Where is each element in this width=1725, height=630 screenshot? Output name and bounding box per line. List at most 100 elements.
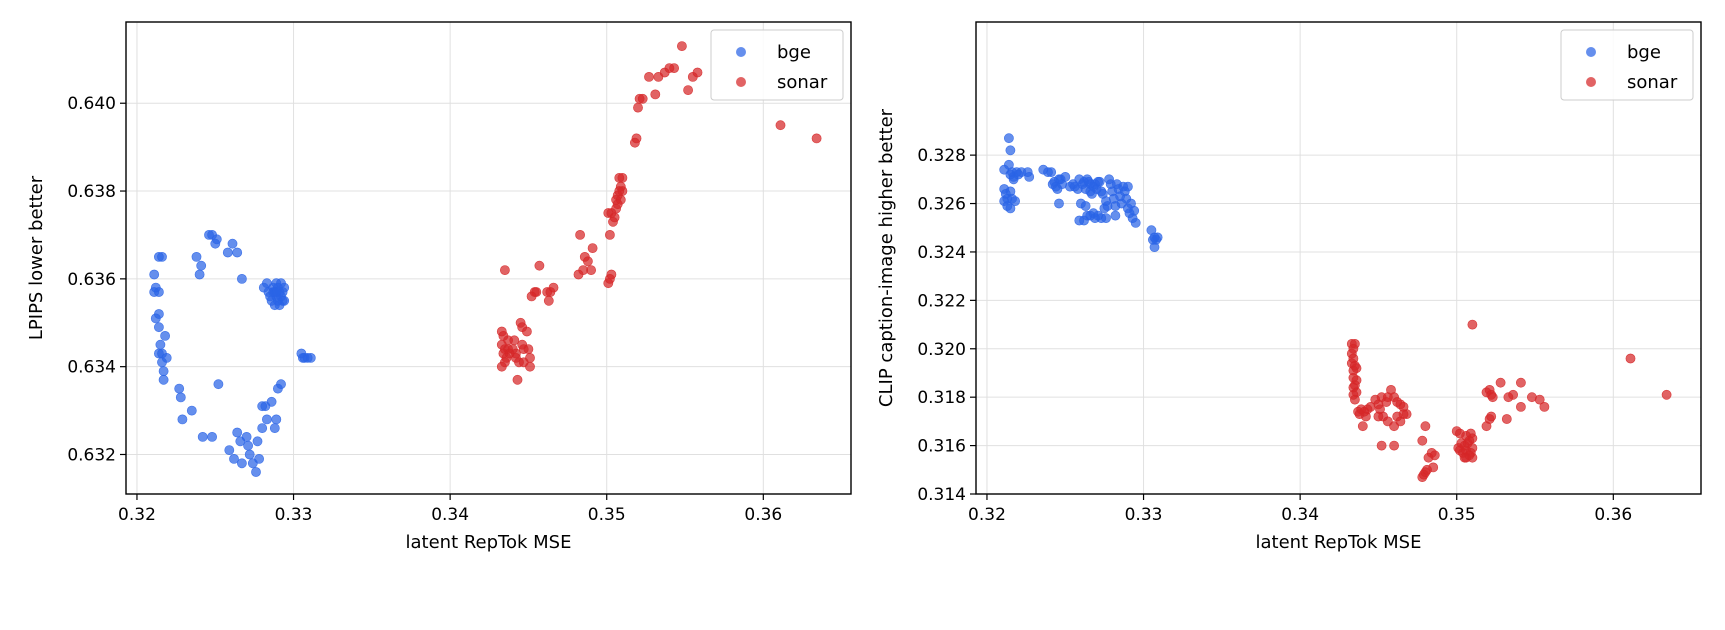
bge-point (213, 379, 224, 390)
bge-point (1024, 171, 1035, 182)
sonar-point (1376, 440, 1387, 451)
bge-point (1149, 242, 1160, 252)
sonar-point (617, 186, 628, 196)
legend-marker-bge (1586, 47, 1596, 57)
y-tick-label: 0.326 (917, 195, 966, 215)
bge-point (232, 427, 243, 438)
sonar-point (669, 63, 679, 73)
sonar-point (1429, 450, 1440, 461)
bge-point (271, 287, 282, 297)
bge-point (196, 260, 207, 271)
bge-point (1094, 176, 1105, 187)
bge-point (271, 414, 282, 425)
sonar-point (677, 41, 687, 51)
bge-point (279, 282, 290, 293)
bge-point (222, 247, 233, 258)
legend-marker-sonar (1586, 77, 1596, 87)
bge-point (1005, 203, 1016, 214)
bge-point (1010, 196, 1020, 206)
sonar-point (1389, 440, 1399, 451)
bge-point (257, 423, 268, 433)
legend: bge sonar (710, 29, 844, 101)
sonar-point (575, 229, 585, 240)
sonar-point (586, 265, 596, 275)
bge-point (251, 467, 261, 477)
y-axis-label: CLIP caption-image higher better (876, 108, 897, 407)
y-tick-label: 0.320 (917, 340, 966, 360)
y-tick-label: 0.632 (67, 445, 116, 465)
bge-point (1122, 181, 1133, 192)
bge-point (174, 383, 185, 394)
y-tick-label: 0.314 (917, 485, 966, 505)
sonar-point (692, 67, 703, 78)
legend: bge sonar (1560, 29, 1694, 101)
sonar-point (1508, 389, 1518, 400)
bge-point (149, 269, 160, 280)
sonar-point (1354, 409, 1365, 419)
bge-point (157, 251, 167, 262)
bge-point (266, 396, 277, 407)
lpips-scatter-panel: 0.32 0.33 0.34 0.35 0.36 0.632 0.634 0.636 0.638… (26, 21, 852, 553)
bge-point (254, 453, 264, 464)
bge-point (1005, 145, 1016, 156)
x-tick-label: 0.33 (1125, 505, 1163, 525)
bge-point (186, 405, 197, 416)
x-tick-label: 0.35 (1438, 505, 1476, 525)
y-tick-label: 0.316 (917, 437, 966, 457)
bge-point (154, 322, 164, 333)
sonar-point (587, 243, 598, 253)
bge-point (305, 352, 316, 363)
sonar-point (521, 326, 532, 337)
bge-point (1080, 201, 1091, 211)
bge-point (227, 238, 238, 249)
bge-point (194, 269, 205, 280)
sonar-point (1486, 411, 1497, 422)
sonar-point (644, 72, 654, 82)
sonar-point (1467, 319, 1478, 330)
bge-point (1046, 167, 1057, 177)
bge-point (237, 458, 247, 469)
bge-point (1054, 198, 1064, 209)
bge-point (1129, 205, 1140, 216)
bge-point (1101, 213, 1111, 223)
bge-point (197, 431, 208, 442)
sonar-point (631, 133, 642, 144)
sonar-point (548, 282, 559, 293)
legend-label-bge: bge (1627, 42, 1661, 63)
sonar-point (615, 194, 626, 205)
sonar-point (496, 361, 507, 372)
y-tick-label: 0.634 (67, 358, 116, 378)
sonar-point (523, 344, 534, 354)
sonar-point (582, 256, 593, 267)
bge-point (1008, 174, 1019, 185)
sonar-point (775, 120, 786, 131)
sonar-point (1495, 377, 1506, 388)
bge-point (269, 423, 280, 433)
legend-label-sonar: sonar (1627, 72, 1678, 93)
sonar-point (683, 85, 693, 95)
sonar-point (1467, 433, 1478, 444)
bge-point (229, 453, 239, 464)
bge-point (154, 287, 164, 297)
bge-point (160, 330, 170, 341)
bge-point (224, 445, 235, 455)
bge-point (157, 357, 167, 368)
sonar-point (1351, 363, 1362, 373)
legend-label-bge: bge (777, 42, 811, 63)
sonar-point (606, 269, 617, 280)
x-axis-label: latent RepTok MSE (406, 532, 572, 553)
bge-point (1152, 232, 1163, 243)
bge-point (276, 379, 286, 390)
bge-point (1004, 133, 1014, 144)
sonar-point (633, 102, 643, 113)
bge-point (243, 440, 253, 451)
sonar-point (609, 212, 620, 223)
y-tick-label: 0.322 (917, 291, 966, 311)
sonar-point (512, 374, 523, 385)
legend-marker-bge (736, 47, 746, 57)
bge-point (279, 295, 290, 306)
x-tick-label: 0.36 (1594, 505, 1632, 525)
y-axis-label: LPIPS lower better (26, 175, 47, 340)
clip-scatter-panel: 0.32 0.33 0.34 0.35 0.36 0.314 0.316 0.318 0.320… (876, 21, 1702, 553)
